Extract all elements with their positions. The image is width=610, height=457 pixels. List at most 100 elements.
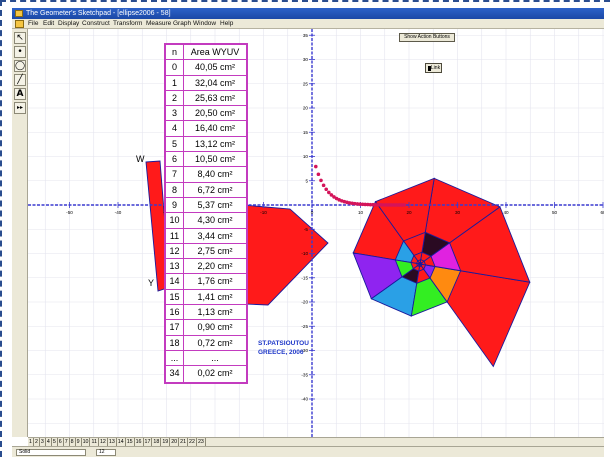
area-point (329, 193, 334, 197)
table-cell-area: 2,20 cm² (197, 261, 233, 272)
page-tab-17[interactable]: 17 (144, 438, 153, 446)
table-cell-area: 25,63 cm² (194, 92, 236, 103)
page-tab-22[interactable]: 22 (189, 438, 197, 446)
area-point (366, 202, 370, 207)
table-row: 18 0,72 cm² (166, 335, 246, 351)
page-tab-15[interactable]: 15 (126, 438, 135, 446)
table-row: 0 40,05 cm² (166, 60, 246, 76)
page-tab-6[interactable]: 6 (58, 438, 64, 446)
area-points (314, 164, 407, 207)
page-tab-19[interactable]: 19 (162, 438, 171, 446)
link-button-label: Link (430, 65, 441, 71)
x-tick-label: 30 (455, 210, 461, 215)
area-point (353, 201, 357, 206)
menu-help[interactable]: Help (220, 20, 234, 27)
line-size-select[interactable]: 12 (96, 449, 116, 456)
sketch-canvas[interactable]: -50-40-30-20-100102030405060353025201510… (28, 29, 604, 437)
area-point (332, 195, 336, 199)
menu-transform[interactable]: Transform (113, 20, 143, 27)
custom-tool-icon[interactable]: ▸▸ (14, 102, 26, 114)
text-tool-icon[interactable]: A (14, 88, 26, 100)
area-point (360, 202, 365, 207)
table-cell-n: 7 (166, 167, 184, 182)
page-tab-13[interactable]: 13 (108, 438, 117, 446)
table-cell-n: 4 (166, 121, 184, 136)
table-row: 5 13,12 cm² (166, 136, 246, 153)
page-tab-14[interactable]: 14 (117, 438, 126, 446)
table-cell-area: 4,30 cm² (197, 215, 233, 226)
menu-window[interactable]: Window (193, 20, 217, 27)
table-cell-area: 16,40 cm² (194, 123, 236, 134)
y-tick-label: 15 (303, 130, 309, 135)
y-tick-label: 20 (303, 106, 309, 111)
area-table[interactable]: n Area WYUV 0 40,05 cm² 1 32,04 cm² 2 25,63 c… (164, 43, 248, 384)
table-row: 14 1,76 cm² (166, 274, 246, 290)
table-cell-area: 1,13 cm² (197, 307, 233, 318)
menu-file[interactable]: File (28, 20, 39, 27)
y-tick-label: -10 (301, 251, 308, 256)
table-row: 13 2,20 cm² (166, 259, 246, 275)
menu-construct[interactable]: Construct (82, 20, 110, 27)
app-icon (15, 10, 23, 17)
menu-measure[interactable]: Measure (146, 20, 172, 27)
y-tick-label: -40 (301, 397, 308, 402)
menu-edit[interactable]: Edit (43, 20, 55, 27)
document-icon (15, 20, 24, 28)
table-cell-n: 11 (166, 228, 184, 243)
compass-tool-icon[interactable]: ◯ (14, 60, 26, 72)
area-point (399, 203, 404, 207)
table-row: 34 0,02 cm² (166, 366, 246, 382)
table-row: 16 1,13 cm² (166, 305, 246, 321)
page-tab-16[interactable]: 16 (135, 438, 144, 446)
area-point (363, 202, 368, 207)
page-tab-5[interactable]: 5 (52, 438, 58, 446)
page-tab-11[interactable]: 11 (91, 438, 99, 446)
area-point (402, 203, 407, 207)
page-tab-10[interactable]: 10 (82, 438, 91, 446)
menu-graph[interactable]: Graph (173, 20, 192, 27)
table-cell-n: 2 (166, 90, 184, 106)
page-tab-1[interactable]: 1 (29, 438, 34, 446)
page-tab-2[interactable]: 2 (34, 438, 40, 446)
title-bar[interactable]: The Geometer's Sketchpad - [ellipse2006 … (12, 8, 604, 19)
table-cell-n: 6 (166, 152, 184, 167)
area-point (397, 203, 401, 207)
page-tab-9[interactable]: 9 (76, 438, 82, 446)
table-cell-n: 34 (166, 366, 184, 382)
point-tool-icon[interactable]: • (14, 46, 26, 58)
table-row: 4 16,40 cm² (166, 121, 246, 137)
page-tab-20[interactable]: 20 (171, 438, 180, 446)
menu-display[interactable]: Display (58, 20, 80, 27)
straightedge-tool-icon[interactable]: ╱ (14, 74, 26, 86)
table-cell-area: 0,72 cm² (197, 337, 233, 348)
area-point (316, 172, 321, 177)
page-tab-18[interactable]: 18 (153, 438, 162, 446)
table-row: 12 2,75 cm² (166, 243, 246, 260)
page-tab-7[interactable]: 7 (64, 438, 70, 446)
show-action-buttons-button[interactable]: Show Action Buttons (399, 33, 455, 42)
table-row: 1 32,04 cm² (166, 75, 246, 91)
page-tab-3[interactable]: 3 (40, 438, 46, 446)
table-cell-n: 10 (166, 213, 184, 228)
y-tick-label: 5 (305, 178, 308, 183)
table-cell-n: 17 (166, 320, 184, 335)
area-point (384, 203, 388, 207)
table-row: 6 10,50 cm² (166, 152, 246, 168)
y-tick-label: -25 (301, 324, 308, 329)
x-tick-label: 10 (358, 210, 364, 215)
table-cell-area: 0,02 cm² (197, 368, 233, 379)
page-tab-12[interactable]: 12 (99, 438, 108, 446)
area-point (386, 203, 391, 207)
page-tab-23[interactable]: 23 (197, 438, 206, 446)
area-point (371, 202, 375, 207)
page-tab-8[interactable]: 8 (70, 438, 76, 446)
page-tab-4[interactable]: 4 (46, 438, 52, 446)
y-tick-label: 25 (303, 81, 309, 86)
x-tick-label: -50 (66, 210, 73, 215)
table-row: 8 6,72 cm² (166, 182, 246, 198)
selection-arrow-tool-icon[interactable]: ↖ (14, 32, 26, 44)
line-style-select[interactable]: Solid (16, 449, 86, 456)
sketch-drawing: -50-40-30-20-100102030405060353025201510… (28, 29, 604, 437)
link-button[interactable]: Link (425, 63, 442, 73)
page-tab-21[interactable]: 21 (180, 438, 189, 446)
